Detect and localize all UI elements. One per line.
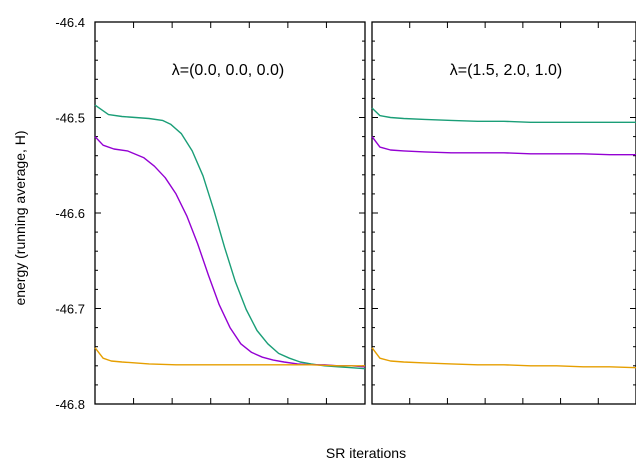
series-line — [94, 104, 366, 370]
plot-frame — [371, 21, 636, 405]
panel-right-title: λ=(1.5, 2.0, 1.0) — [450, 62, 563, 79]
x-axis-label: SR iterations — [326, 445, 406, 461]
y-tick-label: -46.7 — [55, 302, 85, 317]
plot-frame — [94, 21, 366, 405]
series-line — [94, 347, 365, 367]
panel-left-title: λ=(0.0, 0.0, 0.0) — [172, 62, 285, 79]
panel-right: λ=(1.5, 2.0, 1.0) — [371, 21, 636, 405]
y-tick-label: -46.8 — [55, 397, 85, 412]
y-tick-label: -46.4 — [55, 15, 85, 30]
y-tick-label: -46.5 — [55, 111, 85, 126]
y-tick-label: -46.6 — [55, 206, 85, 221]
y-axis: -46.4 -46.5 -46.6 -46.7 -46.8 — [55, 15, 85, 412]
panel-left: λ=(0.0, 0.0, 0.0) — [94, 21, 366, 405]
series-line — [371, 347, 636, 369]
series-line — [94, 136, 366, 368]
series-line — [371, 136, 636, 156]
y-axis-label: energy (running average, H) — [12, 130, 28, 305]
series-line — [371, 107, 636, 123]
